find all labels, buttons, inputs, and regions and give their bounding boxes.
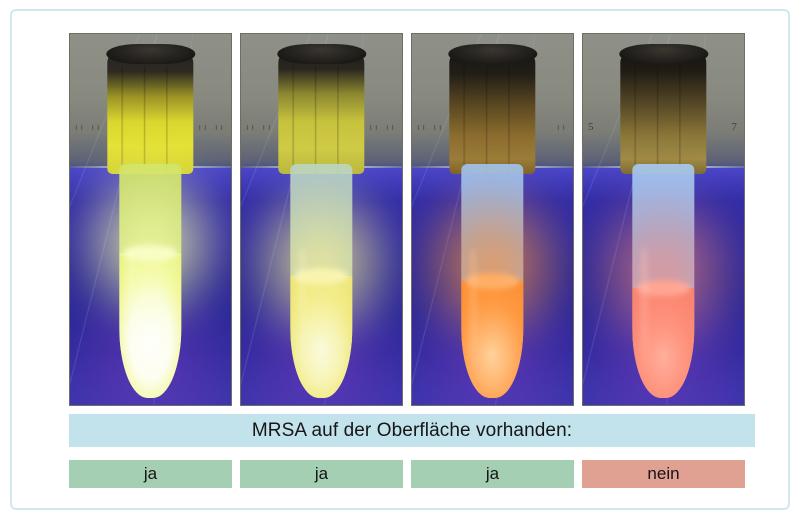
tube-panel-4: 5 ıı ıı 7 bbox=[582, 33, 745, 406]
test-tube-4 bbox=[583, 43, 744, 398]
figure-frame: ıı ıı ıı ıı bbox=[10, 9, 790, 510]
ruler-ticks-right-2: ıı ıı bbox=[369, 121, 397, 132]
tube-cap-1 bbox=[105, 43, 196, 175]
ruler-markings-1: ıı ıı ıı ıı bbox=[70, 104, 231, 149]
tube-photo-strip: ıı ıı ıı ıı bbox=[69, 33, 755, 406]
verdict-label-4: nein bbox=[647, 464, 680, 483]
tube-highlight-4 bbox=[640, 248, 649, 379]
tube-cap-2 bbox=[276, 43, 367, 175]
tube-body-4 bbox=[632, 163, 695, 398]
tube-cap-ribs-3 bbox=[449, 66, 536, 175]
verdict-label-1: ja bbox=[143, 464, 158, 483]
tube-cap-ribs-1 bbox=[107, 66, 194, 175]
tube-highlight-1 bbox=[127, 248, 136, 379]
tube-panel-2: ıı ıı ıı ıı bbox=[240, 33, 403, 406]
ruler-ticks-right-3: ıı bbox=[556, 121, 568, 132]
ruler-number-left-4: 5 bbox=[588, 120, 596, 133]
tube-body-1 bbox=[119, 163, 182, 398]
ruler-ticks-left-2: ıı ıı bbox=[246, 121, 274, 132]
ruler-ticks-right-1: ıı ıı bbox=[198, 121, 226, 132]
test-tube-2 bbox=[241, 43, 402, 398]
tube-cap-3 bbox=[447, 43, 538, 175]
caption-text: MRSA auf der Oberfläche vorhanden: bbox=[251, 419, 573, 441]
ruler-markings-2: ıı ıı ıı ıı bbox=[241, 104, 402, 149]
tube-body-3 bbox=[461, 163, 524, 398]
tube-highlight-3 bbox=[469, 248, 478, 379]
verdict-box-2: ja bbox=[240, 460, 403, 488]
verdict-box-4: nein bbox=[582, 460, 745, 488]
tube-cap-ribs-2 bbox=[278, 66, 365, 175]
ruler-ticks-left-1: ıı ıı bbox=[75, 121, 103, 132]
ruler-markings-3: ıı ıı ıı bbox=[412, 104, 573, 149]
caption-band: MRSA auf der Oberfläche vorhanden: bbox=[69, 414, 755, 447]
verdict-label-3: ja bbox=[485, 464, 500, 483]
tube-panel-3: ıı ıı ıı bbox=[411, 33, 574, 406]
tube-highlight-2 bbox=[298, 248, 307, 379]
test-tube-1 bbox=[70, 43, 231, 398]
tube-cap-4 bbox=[618, 43, 709, 175]
tube-cap-ribs-4 bbox=[620, 66, 707, 175]
verdict-box-3: ja bbox=[411, 460, 574, 488]
tube-body-2 bbox=[290, 163, 353, 398]
ruler-number-right-4: 7 bbox=[731, 120, 739, 133]
verdict-label-2: ja bbox=[314, 464, 329, 483]
verdict-row: ja ja ja nein bbox=[69, 460, 755, 488]
ruler-ticks-left-3: ıı ıı bbox=[417, 121, 445, 132]
tube-panel-1: ıı ıı ıı ıı bbox=[69, 33, 232, 406]
test-tube-3 bbox=[412, 43, 573, 398]
verdict-box-1: ja bbox=[69, 460, 232, 488]
